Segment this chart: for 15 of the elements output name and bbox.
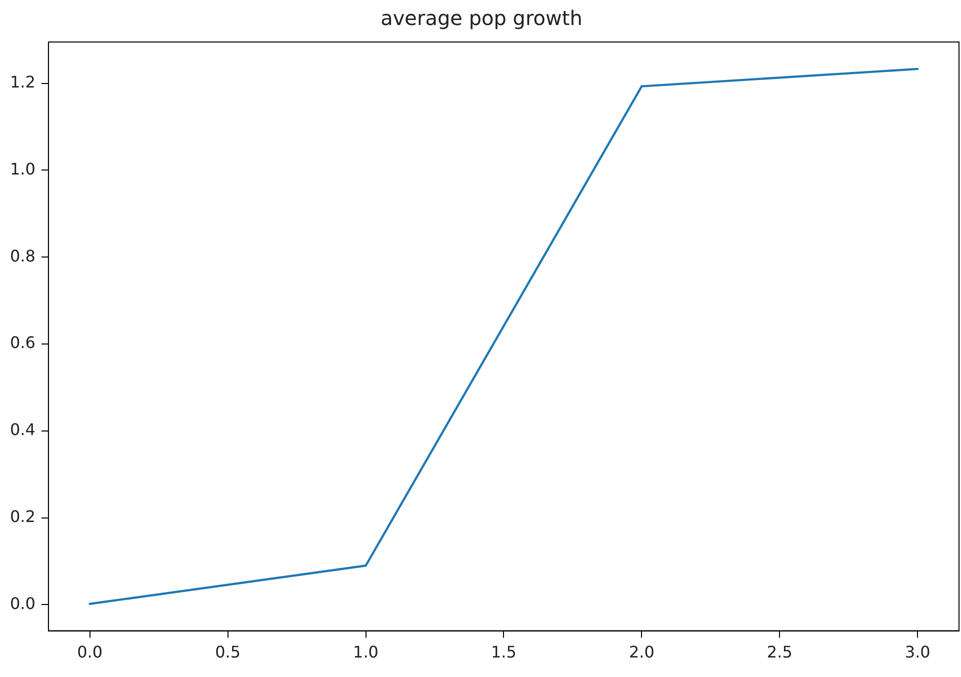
y-tick-label: 0.0 <box>10 594 36 613</box>
y-tick-label: 0.6 <box>10 333 36 352</box>
x-tick-label: 1.0 <box>353 642 378 662</box>
x-tick-label: 0.0 <box>77 642 103 662</box>
chart-title: average pop growth <box>380 6 582 30</box>
y-tick-label: 0.4 <box>10 420 36 440</box>
y-tick-label: 0.2 <box>10 506 36 526</box>
x-tick-label: 2.0 <box>628 642 654 662</box>
x-tick-label: 1.5 <box>490 642 516 662</box>
y-tick-label: 1.2 <box>10 72 36 92</box>
x-tick-label: 0.5 <box>215 642 241 662</box>
y-tick-label: 1.0 <box>10 159 36 178</box>
x-tick-label: 3.0 <box>904 642 930 662</box>
x-tick-label: 2.5 <box>766 642 792 662</box>
y-tick-label: 0.8 <box>10 246 36 266</box>
